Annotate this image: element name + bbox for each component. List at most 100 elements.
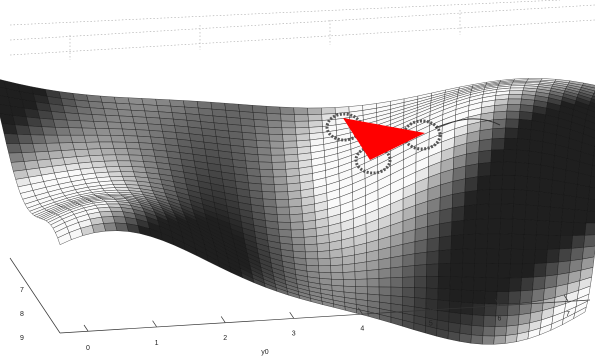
mesh-cell bbox=[529, 140, 543, 153]
mesh-cell bbox=[126, 142, 141, 149]
mesh-cell bbox=[551, 193, 564, 208]
mesh-cell bbox=[514, 176, 527, 191]
mesh-cell bbox=[563, 195, 577, 210]
mesh-cell bbox=[539, 178, 552, 193]
mesh-cell bbox=[55, 127, 70, 135]
mesh-cell bbox=[438, 263, 450, 276]
mesh-cell bbox=[403, 242, 415, 256]
mesh-cell bbox=[248, 176, 262, 185]
mesh-cell bbox=[534, 263, 547, 277]
mesh-cell bbox=[485, 291, 498, 304]
mesh-cell bbox=[479, 139, 492, 152]
mesh-cell bbox=[271, 148, 285, 155]
mesh-cell bbox=[44, 135, 59, 143]
mesh-cell bbox=[61, 150, 76, 158]
mesh-cell bbox=[88, 101, 103, 108]
mesh-cell bbox=[415, 277, 427, 288]
mesh-cell bbox=[130, 161, 145, 167]
mesh-cell bbox=[274, 177, 288, 185]
mesh-cell bbox=[463, 234, 476, 249]
mesh-cell bbox=[379, 258, 391, 270]
mesh-cell bbox=[80, 121, 95, 129]
mesh-cell bbox=[510, 88, 524, 91]
mesh-cell bbox=[488, 219, 501, 234]
mesh-cell bbox=[518, 128, 532, 140]
mesh-cell bbox=[128, 98, 143, 105]
mesh-cell bbox=[92, 115, 107, 122]
mesh-cell bbox=[40, 118, 56, 127]
mesh-cell bbox=[557, 261, 570, 275]
mesh-cell bbox=[462, 263, 474, 277]
mesh-cell bbox=[290, 222, 303, 230]
mesh-cell bbox=[269, 134, 283, 141]
mesh-cell bbox=[15, 125, 31, 135]
mesh-cell bbox=[461, 290, 473, 303]
mesh-cell bbox=[403, 266, 415, 278]
mesh-cell bbox=[576, 185, 590, 199]
mesh-cell bbox=[440, 208, 453, 224]
mesh-cell bbox=[464, 205, 477, 221]
mesh-cell bbox=[532, 289, 545, 303]
mesh-cell bbox=[519, 111, 533, 120]
mesh-cell bbox=[246, 161, 260, 169]
mesh-cell bbox=[278, 222, 291, 230]
mesh-cell bbox=[82, 128, 97, 135]
bottom-tick-label: 4 bbox=[360, 325, 364, 332]
bottom-tick-label: 7 bbox=[566, 311, 570, 318]
mesh-cell bbox=[540, 165, 554, 180]
mesh-cell bbox=[262, 192, 276, 200]
mesh-cell bbox=[319, 266, 332, 273]
mesh-cell bbox=[465, 190, 478, 206]
mesh-cell bbox=[379, 278, 391, 287]
mesh-cell bbox=[548, 235, 561, 249]
bottom-tick-label: 6 bbox=[497, 316, 501, 323]
mesh-cell bbox=[304, 236, 317, 245]
mesh-cell bbox=[2, 124, 18, 135]
mesh-cell bbox=[391, 267, 403, 278]
mesh-cell bbox=[318, 258, 331, 266]
mesh-cell bbox=[415, 252, 427, 265]
mesh-cell bbox=[490, 162, 503, 176]
mesh-cell bbox=[114, 97, 129, 104]
mesh-cell bbox=[149, 130, 164, 138]
mesh-cell bbox=[463, 249, 476, 263]
mesh-cell bbox=[524, 220, 537, 235]
mesh-cell bbox=[282, 128, 296, 135]
mesh-cell bbox=[499, 234, 512, 249]
mesh-cell bbox=[511, 249, 524, 264]
mesh-cell bbox=[96, 128, 111, 135]
mesh-cell bbox=[260, 169, 274, 177]
mesh-cell bbox=[91, 161, 106, 168]
mesh-cell bbox=[243, 139, 257, 147]
mesh-cell bbox=[53, 119, 68, 127]
mesh-cell bbox=[309, 121, 323, 128]
mesh-cell bbox=[330, 249, 343, 259]
mesh-cell bbox=[137, 136, 152, 143]
mesh-cell bbox=[101, 149, 116, 156]
mesh-cell bbox=[292, 244, 305, 252]
mesh-cell bbox=[460, 314, 472, 326]
mesh-cell bbox=[304, 228, 317, 237]
mesh-cell bbox=[146, 117, 161, 124]
bottom-tick-label: 1 bbox=[155, 340, 159, 347]
mesh-cell bbox=[355, 279, 367, 287]
mesh-cell bbox=[114, 149, 129, 155]
mesh-cell bbox=[90, 155, 105, 162]
mesh-cell bbox=[545, 262, 558, 276]
axes-box bbox=[10, 0, 595, 60]
mesh-cell bbox=[86, 142, 101, 149]
mesh-cell bbox=[503, 150, 516, 163]
mesh-cell bbox=[51, 112, 67, 121]
mesh-cell bbox=[391, 287, 403, 297]
mesh-cell bbox=[29, 126, 45, 135]
mesh-cell bbox=[109, 207, 123, 212]
mesh-cell bbox=[427, 237, 439, 252]
bottom-tick-label: 5 bbox=[429, 321, 433, 328]
mesh-cell bbox=[452, 206, 465, 222]
mesh-cell bbox=[109, 129, 124, 136]
mesh-cell bbox=[291, 230, 304, 238]
mesh-cell bbox=[536, 220, 549, 235]
mesh-cell bbox=[256, 140, 270, 148]
mesh-cell bbox=[403, 287, 415, 297]
mesh-cell bbox=[263, 199, 277, 207]
